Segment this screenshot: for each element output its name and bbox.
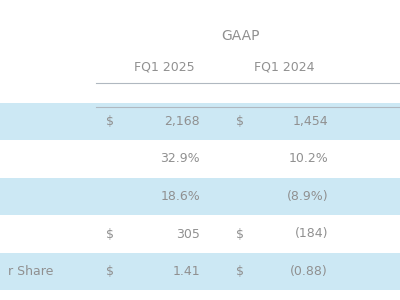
Text: $: $ [236, 265, 244, 278]
Text: $: $ [106, 265, 114, 278]
Text: $: $ [106, 227, 114, 241]
Text: 1,454: 1,454 [292, 115, 328, 128]
Text: $: $ [106, 115, 114, 128]
Text: FQ1 2024: FQ1 2024 [254, 61, 314, 74]
Text: (0.88): (0.88) [290, 265, 328, 278]
Text: 2,168: 2,168 [164, 115, 200, 128]
Text: (184): (184) [294, 227, 328, 241]
Text: 18.6%: 18.6% [160, 190, 200, 203]
Text: r Share: r Share [8, 265, 53, 278]
Bar [0, 178, 400, 215]
Bar [0, 103, 400, 140]
Text: 1.41: 1.41 [172, 265, 200, 278]
Text: 305: 305 [176, 227, 200, 241]
Bar [0, 253, 400, 290]
Text: (8.9%): (8.9%) [286, 190, 328, 203]
Text: $: $ [236, 227, 244, 241]
Text: FQ1 2025: FQ1 2025 [134, 61, 194, 74]
Text: GAAP: GAAP [221, 29, 259, 43]
Text: $: $ [236, 115, 244, 128]
Text: 10.2%: 10.2% [288, 152, 328, 166]
Text: 32.9%: 32.9% [160, 152, 200, 166]
